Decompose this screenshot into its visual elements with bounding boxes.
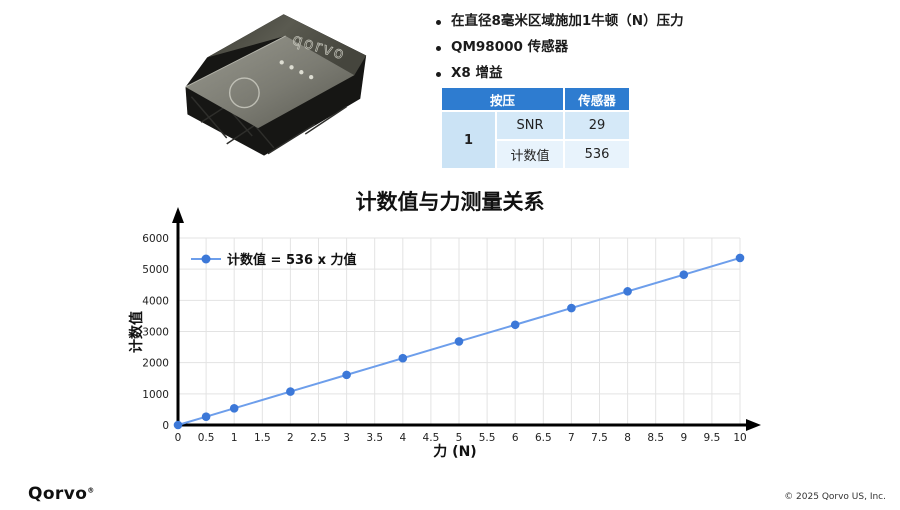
y-tick-label: 4000 xyxy=(142,295,169,307)
chart-title: 计数值与力测量关系 xyxy=(355,190,545,214)
x-tick-label: 10 xyxy=(733,432,746,444)
copyright-text: © 2025 Qorvo US, Inc. xyxy=(784,492,886,502)
data-point xyxy=(679,270,689,279)
value-cell: 536 xyxy=(565,141,629,168)
device-edge-highlight xyxy=(185,35,286,88)
data-point xyxy=(286,387,295,396)
x-tick-label: 1 xyxy=(231,432,238,444)
y-tick-label: 2000 xyxy=(142,358,169,370)
data-point xyxy=(510,320,520,330)
x-tick-label: 5 xyxy=(456,432,463,444)
legend-label: 计数值 = 536 x 力值 xyxy=(227,253,357,268)
press-count-cell: 1 xyxy=(442,112,495,168)
data-point xyxy=(398,353,408,363)
data-point xyxy=(229,403,239,413)
x-tick-label: 6 xyxy=(512,432,519,444)
x-tick-label: 2 xyxy=(287,432,294,444)
y-tick-label: 3000 xyxy=(142,327,169,339)
data-point xyxy=(342,370,351,380)
header-sensor: 传感器 xyxy=(565,88,629,110)
bullet-text: 在直径8毫米区域施加1牛顿（N）压力 xyxy=(451,13,684,29)
y-tick-label: 5000 xyxy=(142,264,169,276)
device-bevel xyxy=(207,14,367,76)
x-tick-label: 8.5 xyxy=(647,432,664,444)
value-cell: 29 xyxy=(565,112,629,139)
x-tick-label: 9 xyxy=(680,432,687,444)
x-tick-label: 9.5 xyxy=(704,432,721,444)
x-axis-arrow-icon xyxy=(746,419,761,431)
metric-cell: 计数值 xyxy=(497,141,563,168)
data-point xyxy=(454,337,464,346)
bullet-text: X8 增益 xyxy=(451,64,503,81)
x-tick-label: 0.5 xyxy=(198,432,215,444)
data-point xyxy=(173,420,183,430)
list-item: QM98000 传感器 xyxy=(436,39,736,56)
list-item: X8 增益 xyxy=(436,65,736,82)
data-point xyxy=(735,253,745,263)
trademark-symbol: ® xyxy=(87,486,95,495)
table-row: 计数值 536 xyxy=(442,141,629,168)
x-tick-label: 6.5 xyxy=(535,432,552,444)
x-axis-title: 力 (N) xyxy=(433,444,477,460)
data-point xyxy=(201,412,211,421)
device-circle-mark xyxy=(228,77,260,109)
chart-legend: 计数值 = 536 x 力值 xyxy=(191,249,357,268)
x-tick-label: 7.5 xyxy=(591,432,608,444)
x-tick-label: 3.5 xyxy=(366,432,383,444)
line-chart: 0 0.5 1 1.5 2 2.5 3 3.5 4 4.5 5 5.5 6 6.5 7 7.5 8 8.5 9 9.5… xyxy=(142,207,761,444)
qorvo-logo: Qorvo® xyxy=(28,484,95,504)
x-tick-label: 5.5 xyxy=(479,432,496,444)
sensor-spec-table: 按压 传感器 1 SNR 29 计数值 536 xyxy=(440,86,631,170)
device-contact-dots xyxy=(279,60,314,80)
data-line xyxy=(177,256,741,426)
x-tick-label: 8 xyxy=(624,432,631,444)
y-axis-title: 计数值 xyxy=(129,311,145,353)
list-item: 在直径8毫米区域施加1牛顿（N）压力 xyxy=(436,13,736,30)
y-axis-arrow-icon xyxy=(172,207,184,223)
x-tick-label: 4.5 xyxy=(423,432,440,444)
table-row: 1 SNR 29 xyxy=(442,112,629,168)
bullet-icon xyxy=(436,71,441,77)
bullet-icon xyxy=(436,45,441,51)
legend-marker-icon xyxy=(191,254,221,263)
x-tick-label: 4 xyxy=(399,432,406,444)
x-tick-label: 2.5 xyxy=(310,432,327,444)
y-tick-label: 0 xyxy=(162,420,169,432)
data-point xyxy=(623,287,632,296)
bullet-text: QM98000 传感器 xyxy=(451,38,569,55)
y-tick-label: 1000 xyxy=(142,389,169,401)
table-header-row: 按压 传感器 xyxy=(442,88,629,110)
x-tick-label: 3 xyxy=(343,432,350,444)
header-press: 按压 xyxy=(442,88,563,110)
device-lattice xyxy=(190,92,347,155)
metric-cell: SNR xyxy=(497,112,563,139)
bullet-icon xyxy=(436,20,441,25)
bullet-list: 在直径8毫米区域施加1牛顿（N）压力 QM98000 传感器 X8 增益 xyxy=(436,13,736,91)
sensor-photo: qorvo xyxy=(185,14,367,156)
x-tick-label: 1.5 xyxy=(254,432,271,444)
data-point xyxy=(567,303,576,313)
y-tick-label: 6000 xyxy=(142,233,169,245)
device-top-face xyxy=(185,35,355,129)
x-tick-label: 7 xyxy=(568,432,575,444)
x-tick-label: 0 xyxy=(175,432,182,444)
